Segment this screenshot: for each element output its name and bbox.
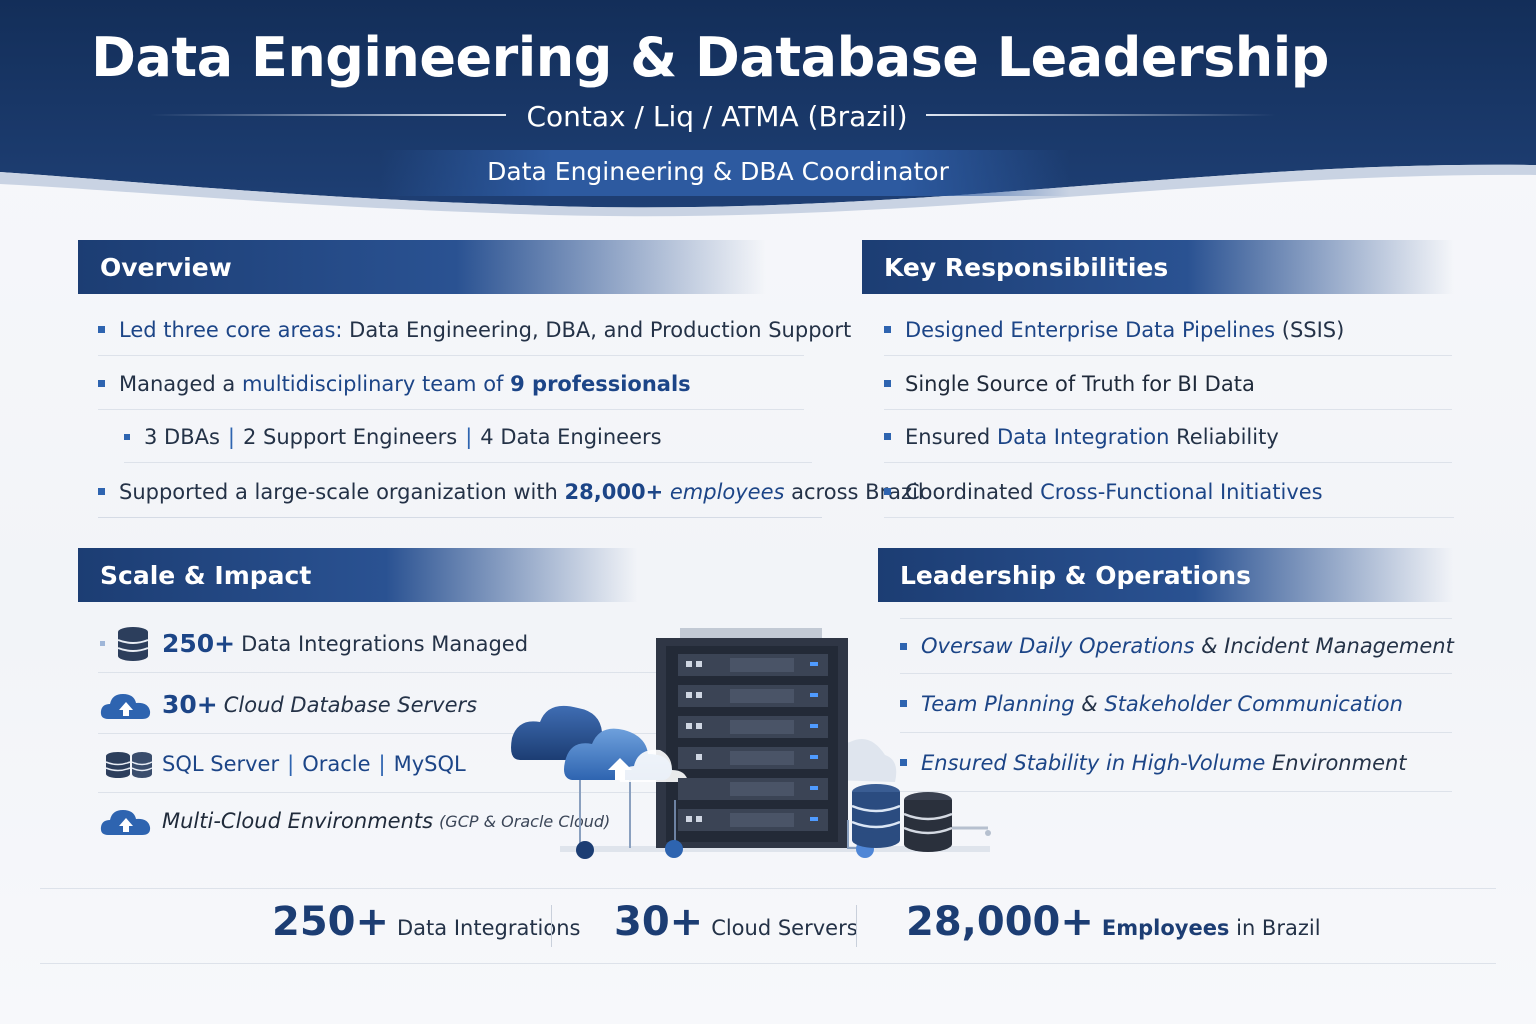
- stat-divider: [856, 905, 857, 947]
- responsibility-rest: (SSIS): [1275, 317, 1345, 342]
- responsibility-item: Coordinated Cross-Functional Initiatives: [884, 466, 1454, 518]
- bullet-icon: [884, 488, 891, 495]
- leadership-bold: Team Planning: [921, 691, 1075, 716]
- database-icon: [100, 626, 149, 661]
- scale-row-cloud-servers: 30+ Cloud Database Servers: [98, 676, 658, 734]
- bullet-icon: [98, 380, 105, 387]
- responsibility-rest: Reliability: [1169, 424, 1279, 449]
- pipe-separator: |: [227, 424, 235, 449]
- scale-row-multicloud: Multi-Cloud Environments (GCP & Oracle C…: [98, 792, 610, 850]
- responsibility-bold: Designed Enterprise Data Pipelines: [905, 317, 1276, 342]
- platform-mysql: MySQL: [393, 751, 466, 776]
- overview-row-team: Managed a multidisciplinary team of 9 pr…: [98, 358, 804, 410]
- leadership-bold: Ensured Stability in High-Volume: [921, 750, 1266, 775]
- stat-number: 30+: [614, 899, 704, 945]
- stat-number: 28,000+: [906, 899, 1094, 945]
- overview-row-core-areas: Led three core areas: Data Engineering, …: [98, 304, 851, 356]
- cloud-servers-label: Cloud Database Servers: [223, 692, 478, 717]
- stat-label-bold: Employees: [1101, 916, 1230, 940]
- cloud-upload-icon: [100, 810, 151, 835]
- role-banner: [380, 150, 1070, 196]
- bullet-icon: [900, 759, 907, 766]
- leadership-rest: & Incident Management: [1194, 634, 1454, 658]
- integrations-count: 250+: [162, 629, 236, 658]
- platform-oracle: Oracle: [302, 751, 371, 776]
- leadership-item: Oversaw Daily Operations & Incident Mana…: [900, 618, 1454, 674]
- leadership-item: Ensured Stability in High-Volume Environ…: [900, 734, 1452, 792]
- stat-divider: [551, 905, 552, 947]
- team-text-pre: Managed a: [119, 371, 242, 396]
- org-text-post: across Brazil: [784, 479, 924, 504]
- cloud-servers-count: 30+: [162, 690, 218, 719]
- bullet-icon: [884, 433, 891, 440]
- responsibility-item: Single Source of Truth for BI Data: [884, 358, 1452, 410]
- team-text-mid: multidisciplinary team of: [241, 371, 511, 396]
- bullet-icon: [884, 380, 891, 387]
- bullet-icon: [98, 326, 105, 333]
- pipe-separator: |: [378, 751, 386, 776]
- bullet-icon: [900, 642, 907, 650]
- responsibilities-header: Key Responsibilities: [862, 240, 1454, 294]
- responsibility-bold: Single Source of Truth for BI Data: [905, 371, 1255, 396]
- bullet-icon: [884, 326, 891, 333]
- stat-label: Data Integrations: [397, 916, 581, 940]
- responsibility-bold: Data Integration: [996, 424, 1170, 449]
- leadership-bold-2: Stakeholder Communication: [1104, 691, 1403, 716]
- stat-label: Cloud Servers: [711, 916, 858, 940]
- leadership-rest: Environment: [1265, 750, 1407, 775]
- scale-row-integrations: 250+ Data Integrations Managed: [98, 615, 658, 673]
- responsibility-pre: Ensured: [905, 424, 997, 449]
- responsibility-item: Ensured Data Integration Reliability: [884, 411, 1452, 463]
- org-text-pre: Supported a large-scale organization wit…: [119, 479, 565, 504]
- multicloud-providers: (GCP & Oracle Cloud): [439, 811, 611, 831]
- pipe-separator: |: [287, 751, 295, 776]
- stat-integrations: 250+ Data Integrations: [272, 899, 581, 955]
- team-size: 9 professionals: [510, 371, 691, 396]
- subtitle-row: Contax / Liq / ATMA (Brazil): [0, 100, 1420, 140]
- employees-label: employees: [663, 479, 785, 504]
- bullet-icon: [900, 700, 907, 707]
- scale-row-db-platforms: SQL Server | Oracle | MySQL: [98, 735, 658, 793]
- bullet-icon: [98, 488, 105, 495]
- leadership-item: Team Planning & Stakeholder Communicatio…: [900, 675, 1452, 733]
- overview-row-team-breakdown: 3 DBAs | 2 Support Engineers | 4 Data En…: [124, 411, 812, 463]
- leadership-bold: Oversaw Daily Operations: [921, 634, 1195, 658]
- responsibility-bold: Cross-Functional Initiatives: [1040, 479, 1323, 504]
- employee-count: 28,000+: [564, 479, 664, 504]
- server-rack-illustration: [511, 628, 991, 859]
- page-title: Data Engineering & Database Leadership: [91, 26, 1329, 89]
- server-units: [678, 654, 828, 831]
- pipe-separator: |: [465, 424, 473, 449]
- stat-employees: 28,000+ Employees in Brazil: [906, 899, 1321, 955]
- subtitle-divider-right: [926, 114, 1276, 116]
- multicloud-label: Multi-Cloud Environments: [162, 809, 434, 833]
- bullet-icon: [124, 433, 130, 440]
- overview-row-organization: Supported a large-scale organization wit…: [98, 466, 924, 518]
- role-title: Data Engineering & DBA Coordinator: [487, 157, 949, 186]
- stats-bar: 250+ Data Integrations 30+ Cloud Servers…: [40, 888, 1496, 964]
- leadership-mid: &: [1074, 691, 1105, 716]
- dba-count: 3 DBAs: [144, 424, 220, 449]
- data-eng-count: 4 Data Engineers: [480, 424, 662, 449]
- responsibility-item: Designed Enterprise Data Pipelines (SSIS…: [884, 304, 1452, 356]
- overview-lead-label: Led three core areas:: [119, 317, 343, 342]
- responsibility-pre: Coordinated: [905, 479, 1041, 504]
- overview-header: Overview: [78, 240, 766, 294]
- stat-cloud-servers: 30+ Cloud Servers: [614, 899, 858, 955]
- support-count: 2 Support Engineers: [243, 424, 458, 449]
- leadership-header: Leadership & Operations: [878, 548, 1454, 602]
- platform-sql-server: SQL Server: [162, 751, 280, 776]
- company-subtitle: Contax / Liq / ATMA (Brazil): [526, 100, 908, 133]
- stat-label: in Brazil: [1229, 916, 1321, 940]
- integrations-label: Data Integrations Managed: [241, 631, 529, 656]
- stat-number: 250+: [272, 899, 390, 945]
- cloud-upload-icon: [100, 693, 151, 719]
- overview-core-areas-text: Data Engineering, DBA, and Production Su…: [342, 317, 852, 342]
- scale-header: Scale & Impact: [78, 548, 638, 602]
- database-stack-icon: [105, 751, 153, 778]
- subtitle-divider-left: [150, 114, 506, 116]
